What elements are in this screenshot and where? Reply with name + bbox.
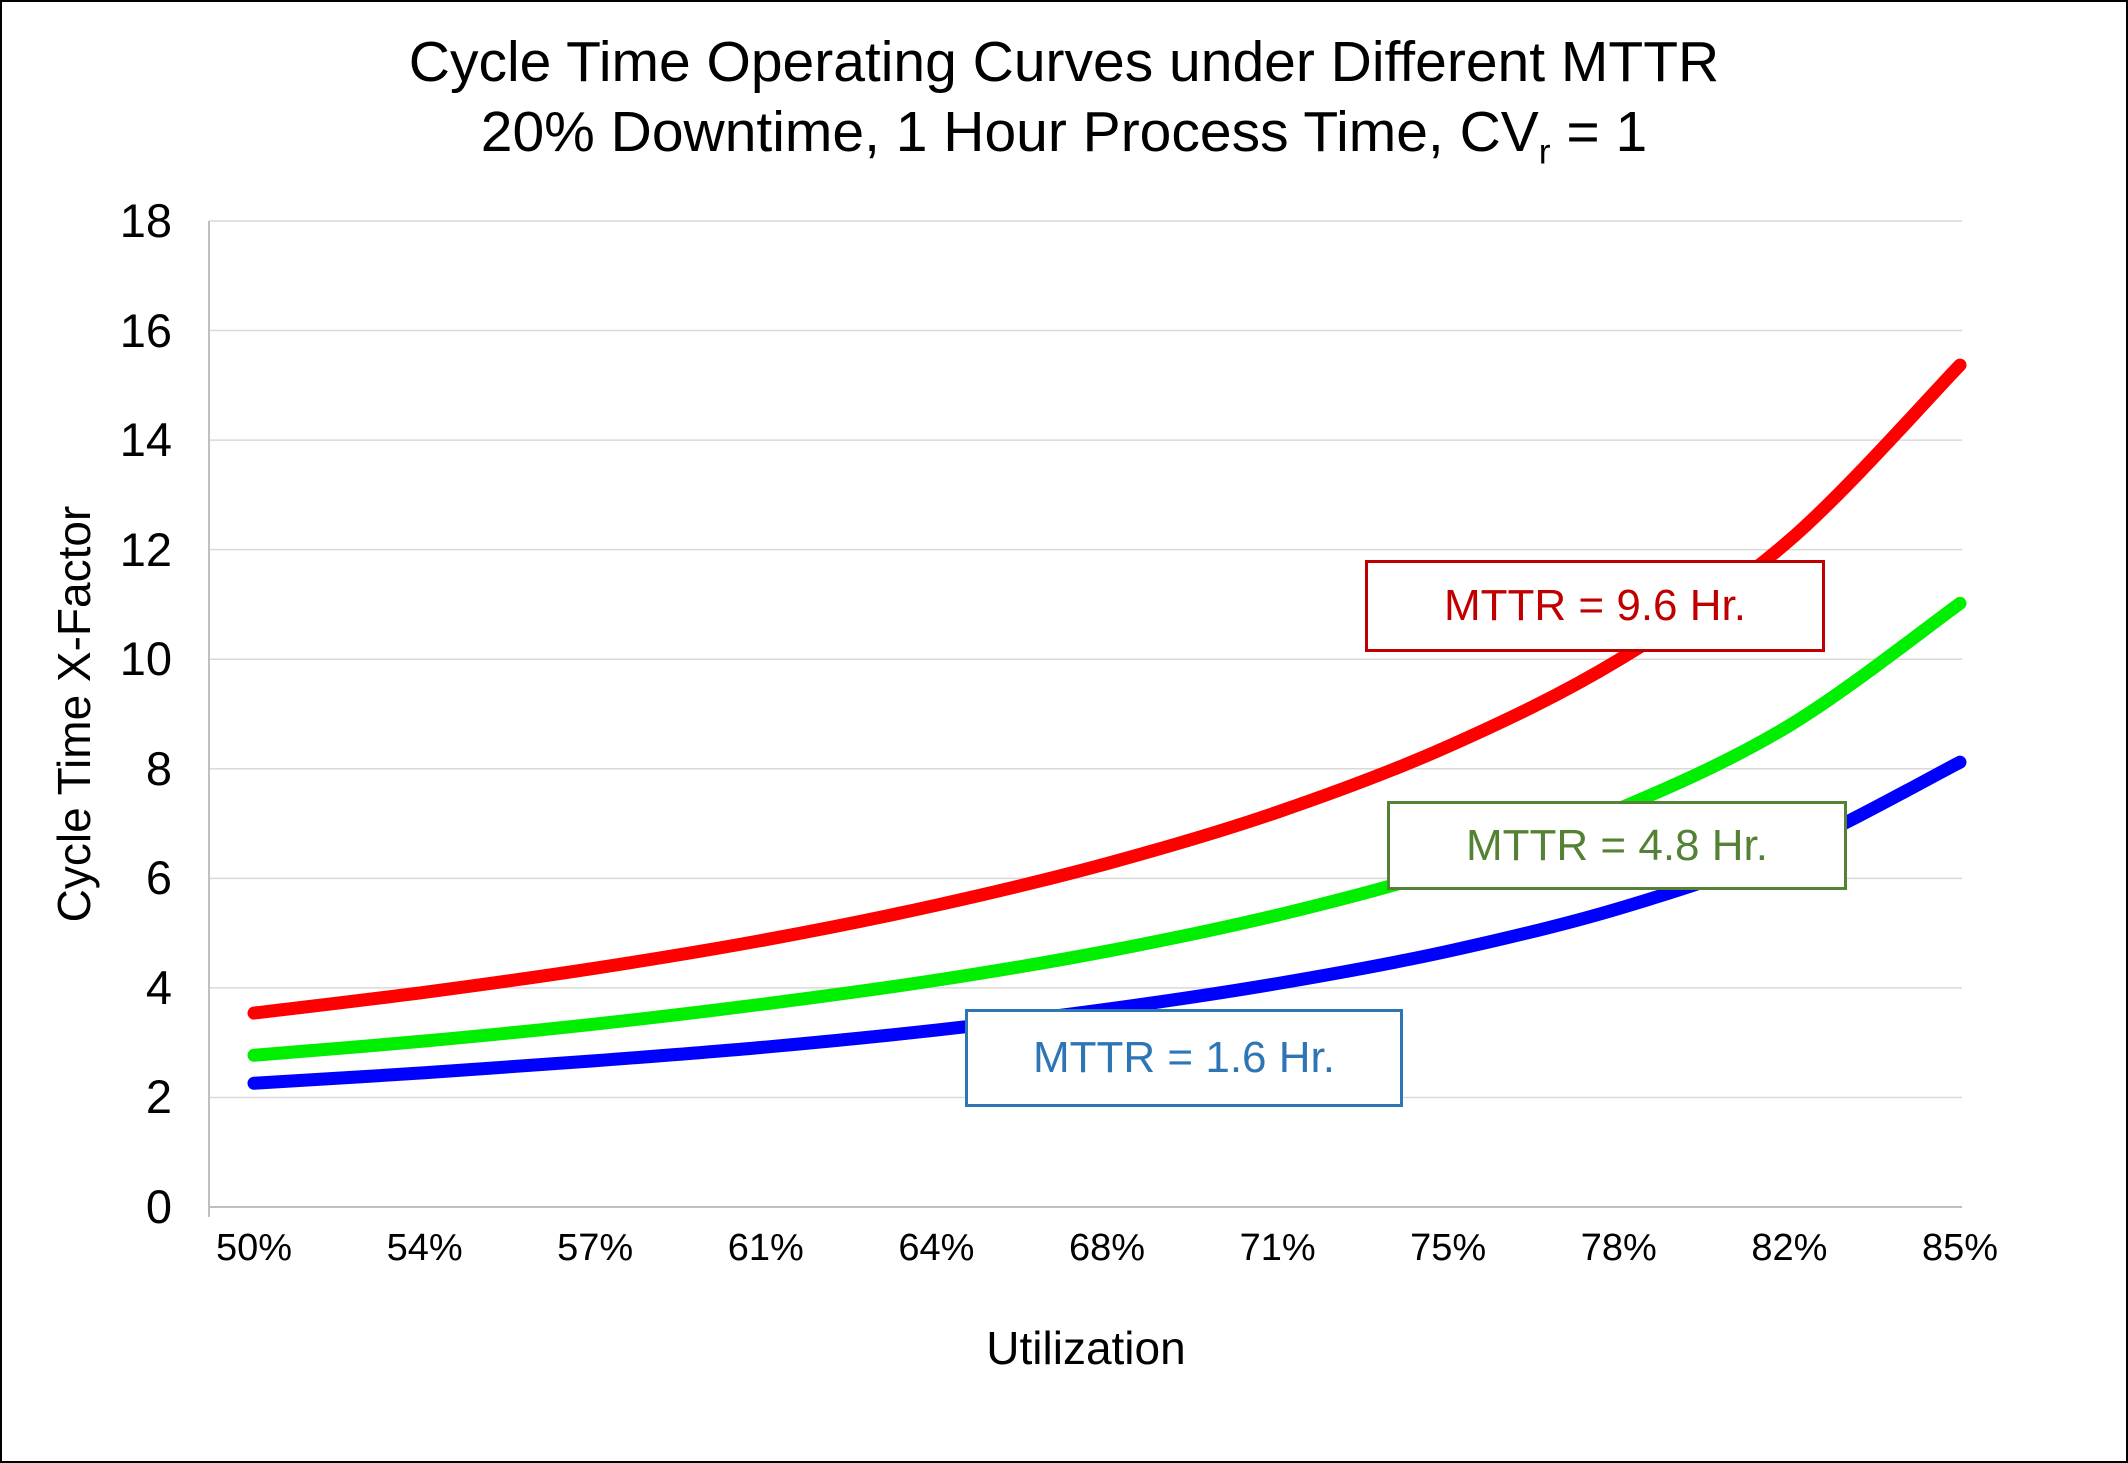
x-axis-title: Utilization xyxy=(986,1322,1186,1374)
x-tick-label-68: 68% xyxy=(1068,1227,1146,1269)
series-label-mttr-1.6-hr: MTTR = 1.6 Hr. xyxy=(965,1009,1403,1107)
y-tick-label-2: 2 xyxy=(145,1070,172,1124)
chart-subtitle-text: 20% Downtime, 1 Hour Process Time, CV xyxy=(480,100,1539,164)
x-tick-label-85: 85% xyxy=(1921,1227,1999,1269)
y-tick-label-18: 18 xyxy=(119,194,172,247)
chart-subtitle-subscript: r xyxy=(1538,132,1551,172)
chart-subtitle-suffix: = 1 xyxy=(1550,100,1648,164)
x-tick-label-78: 78% xyxy=(1580,1227,1657,1269)
y-tick-label-12: 12 xyxy=(119,522,172,576)
x-tick-label-75: 75% xyxy=(1410,1227,1487,1269)
y-tick-label-0: 0 xyxy=(145,1180,172,1233)
x-tick-label-57: 57% xyxy=(557,1227,634,1269)
series-label-mttr-4.8-hr: MTTR = 4.8 Hr. xyxy=(1387,801,1847,890)
x-tick-label-61: 61% xyxy=(727,1227,804,1269)
y-tick-label-4: 4 xyxy=(145,960,172,1014)
y-tick-label-14: 14 xyxy=(119,413,172,467)
x-tick-label-64: 64% xyxy=(898,1227,975,1269)
curve-mttr-4.8-hr. xyxy=(247,596,1967,1062)
curve-mttr-9.6-hr. xyxy=(247,358,1967,1020)
x-tick-label-71: 71% xyxy=(1239,1227,1316,1269)
y-tick-label-10: 10 xyxy=(119,632,172,686)
x-tick-label-50: 50% xyxy=(215,1227,293,1269)
y-tick-label-16: 16 xyxy=(119,303,172,357)
x-tick-label-82: 82% xyxy=(1751,1227,1828,1269)
chart-subtitle: 20% Downtime, 1 Hour Process Time, CVr =… xyxy=(2,98,2126,186)
chart-title: Cycle Time Operating Curves under Differ… xyxy=(408,30,1720,94)
y-tick-label-8: 8 xyxy=(145,741,172,795)
y-tick-label-6: 6 xyxy=(145,851,172,905)
x-tick-label-54: 54% xyxy=(386,1227,463,1269)
series-label-mttr-9.6-hr: MTTR = 9.6 Hr. xyxy=(1365,560,1825,652)
